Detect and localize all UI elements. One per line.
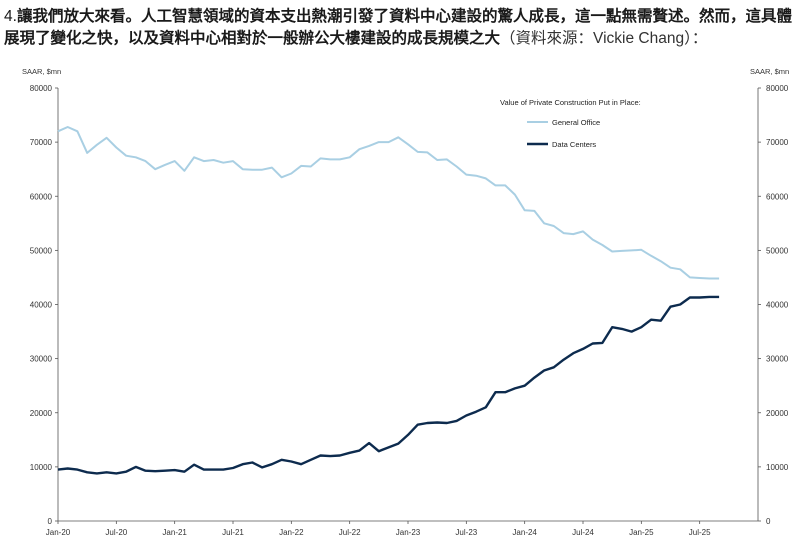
y-axis-right-unit: SAAR, $mn (750, 67, 789, 76)
y-tick-label-right: 10000 (766, 463, 789, 472)
x-tick-label: Jan-25 (629, 528, 654, 537)
y-tick-label-left: 10000 (30, 463, 53, 472)
chart-series-layer (57, 126, 720, 475)
x-tick-label: Jan-24 (512, 528, 537, 537)
y-tick-label-left: 70000 (30, 138, 53, 147)
series-line-data-centers (57, 295, 720, 475)
figure-caption: 4.讓我們放大來看。人工智慧領域的資本支出熱潮引發了資料中心建設的驚人成長，這一… (4, 6, 804, 50)
legend-label-general-office: General Office (552, 118, 600, 127)
y-tick-label-right: 20000 (766, 409, 789, 418)
y-tick-label-right: 80000 (766, 84, 789, 93)
y-tick-label-right: 0 (766, 517, 771, 526)
x-tick-label: Jan-23 (396, 528, 421, 537)
x-tick-label: Jul-21 (222, 528, 244, 537)
legend-label-data-centers: Data Centers (552, 140, 596, 149)
y-axis-left-unit: SAAR, $mn (22, 67, 61, 76)
caption-bold-text: 讓我們放大來看。人工智慧領域的資本支出熱潮引發了資料中心建設的驚人成長，這一點無… (4, 8, 792, 47)
legend-title: Value of Private Construction Put in Pla… (500, 98, 641, 107)
x-tick-label: Jul-23 (455, 528, 477, 537)
y-tick-label-left: 30000 (30, 355, 53, 364)
y-tick-label-left: 50000 (30, 246, 53, 255)
x-tick-label: Jan-21 (162, 528, 187, 537)
y-tick-label-left: 0 (48, 517, 53, 526)
x-tick-label: Jan-22 (279, 528, 304, 537)
chart-axes: SAAR, $mn SAAR, $mn 0 0 10000 10000 20000 20000… (22, 67, 789, 537)
y-tick-label-right: 60000 (766, 192, 789, 201)
chart-legend: Value of Private Construction Put in Pla… (500, 98, 641, 149)
y-tick-label-right: 30000 (766, 355, 789, 364)
y-tick-label-left: 20000 (30, 409, 53, 418)
x-tick-label: Jul-20 (105, 528, 127, 537)
caption-source: （資料來源：Vickie Chang）： (500, 30, 708, 47)
caption-prefix: 4. (4, 8, 17, 25)
y-tick-label-left: 60000 (30, 192, 53, 201)
y-tick-label-right: 70000 (766, 138, 789, 147)
y-tick-label-right: 50000 (766, 246, 789, 255)
y-tick-label-left: 40000 (30, 301, 53, 310)
x-tick-label: Jul-22 (339, 528, 361, 537)
y-tick-label-left: 80000 (30, 84, 53, 93)
x-tick-label: Jan-20 (46, 528, 71, 537)
y-tick-label-right: 40000 (766, 301, 789, 310)
x-tick-label: Jul-24 (572, 528, 594, 537)
series-line-general-office (57, 126, 720, 280)
x-tick-label: Jul-25 (689, 528, 711, 537)
